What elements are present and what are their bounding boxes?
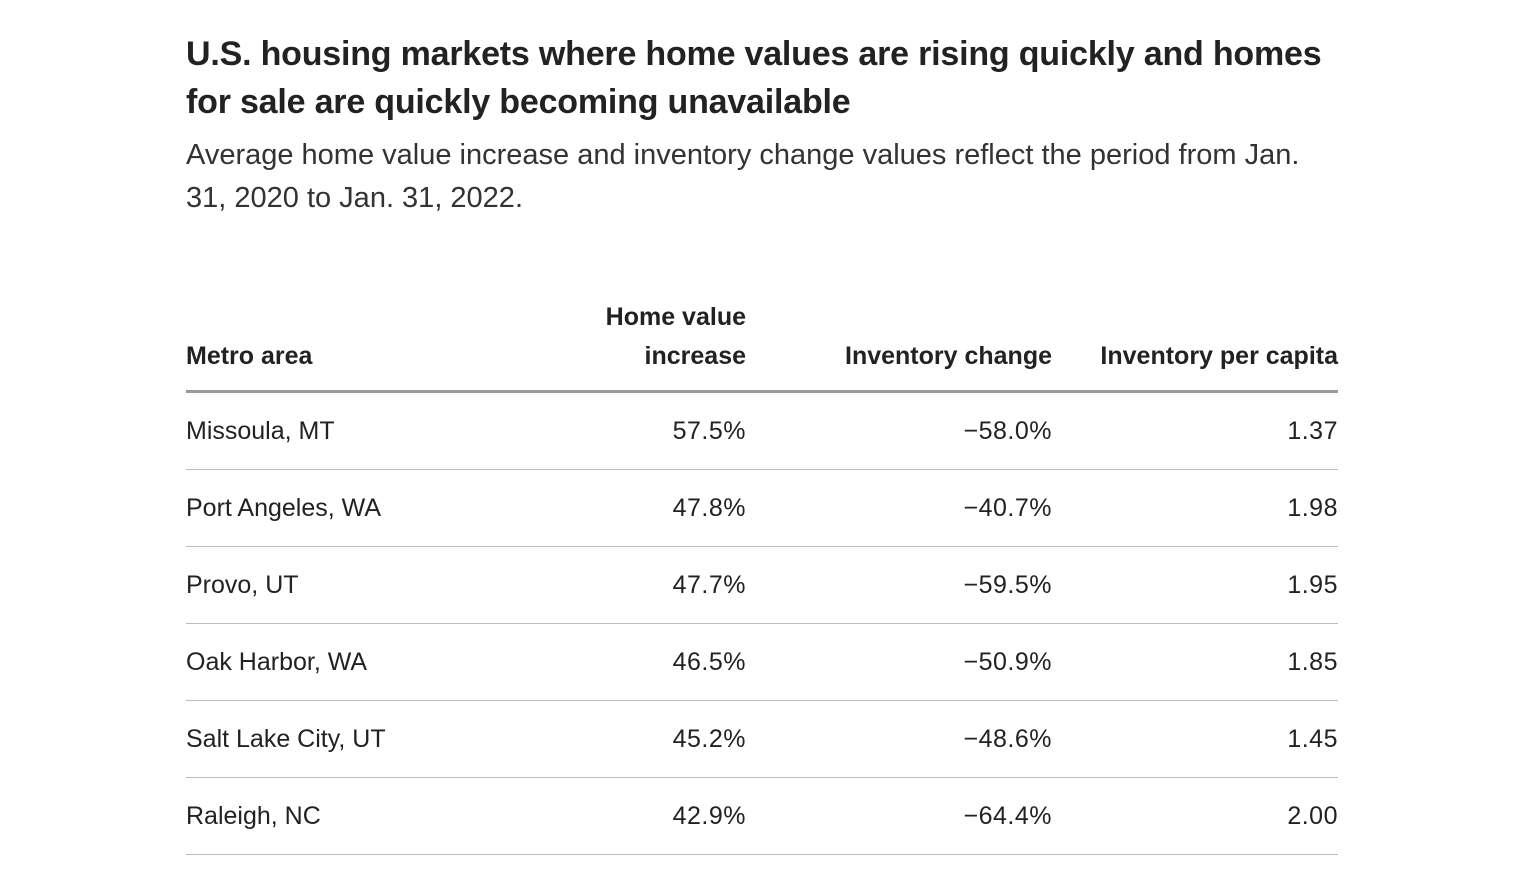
cell-inventory-per-capita: 1.45	[1052, 700, 1338, 778]
chart-title: U.S. housing markets where home values a…	[186, 35, 1322, 121]
table-header: Metro area Home value increase Inventory…	[186, 298, 1338, 393]
cell-home-value-increase: 42.9%	[516, 777, 746, 855]
chart-subtitle: Average home value increase and inventor…	[186, 139, 1300, 214]
header-home-value-increase: Home value increase	[516, 298, 746, 393]
header-inventory-change: Inventory change	[746, 298, 1052, 393]
cell-metro-area: Port Angeles, WA	[186, 469, 516, 547]
cell-inventory-per-capita: 1.98	[1052, 469, 1338, 547]
table-row: Salt Lake City, UT 45.2% −48.6% 1.45	[186, 700, 1338, 778]
header-row: Metro area Home value increase Inventory…	[186, 298, 1338, 393]
table-row: Port Angeles, WA 47.8% −40.7% 1.98	[186, 469, 1338, 547]
cell-inventory-change: −58.0%	[746, 391, 1052, 470]
cell-inventory-change: −50.9%	[746, 623, 1052, 701]
cell-inventory-per-capita: 1.95	[1052, 546, 1338, 624]
cell-metro-area: Missoula, MT	[186, 391, 516, 470]
table-body: Missoula, MT 57.5% −58.0% 1.37 Port Ange…	[186, 391, 1338, 855]
data-table: Metro area Home value increase Inventory…	[186, 298, 1338, 855]
cell-home-value-increase: 46.5%	[516, 623, 746, 701]
cell-inventory-per-capita: 1.37	[1052, 391, 1338, 470]
chart-container: U.S. housing markets where home values a…	[186, 30, 1338, 855]
cell-metro-area: Provo, UT	[186, 546, 516, 624]
cell-metro-area: Oak Harbor, WA	[186, 623, 516, 701]
cell-home-value-increase: 45.2%	[516, 700, 746, 778]
cell-home-value-increase: 47.8%	[516, 469, 746, 547]
cell-inventory-change: −48.6%	[746, 700, 1052, 778]
table-row: Missoula, MT 57.5% −58.0% 1.37	[186, 391, 1338, 470]
table-row: Provo, UT 47.7% −59.5% 1.95	[186, 546, 1338, 624]
table-row: Oak Harbor, WA 46.5% −50.9% 1.85	[186, 623, 1338, 701]
cell-inventory-per-capita: 1.85	[1052, 623, 1338, 701]
cell-metro-area: Salt Lake City, UT	[186, 700, 516, 778]
cell-home-value-increase: 47.7%	[516, 546, 746, 624]
table-row: Raleigh, NC 42.9% −64.4% 2.00	[186, 777, 1338, 855]
cell-inventory-per-capita: 2.00	[1052, 777, 1338, 855]
cell-inventory-change: −40.7%	[746, 469, 1052, 547]
header-metro-area: Metro area	[186, 298, 516, 393]
cell-metro-area: Raleigh, NC	[186, 777, 516, 855]
cell-home-value-increase: 57.5%	[516, 391, 746, 470]
header-inventory-per-capita: Inventory per capita	[1052, 298, 1338, 393]
cell-inventory-change: −64.4%	[746, 777, 1052, 855]
cell-inventory-change: −59.5%	[746, 546, 1052, 624]
